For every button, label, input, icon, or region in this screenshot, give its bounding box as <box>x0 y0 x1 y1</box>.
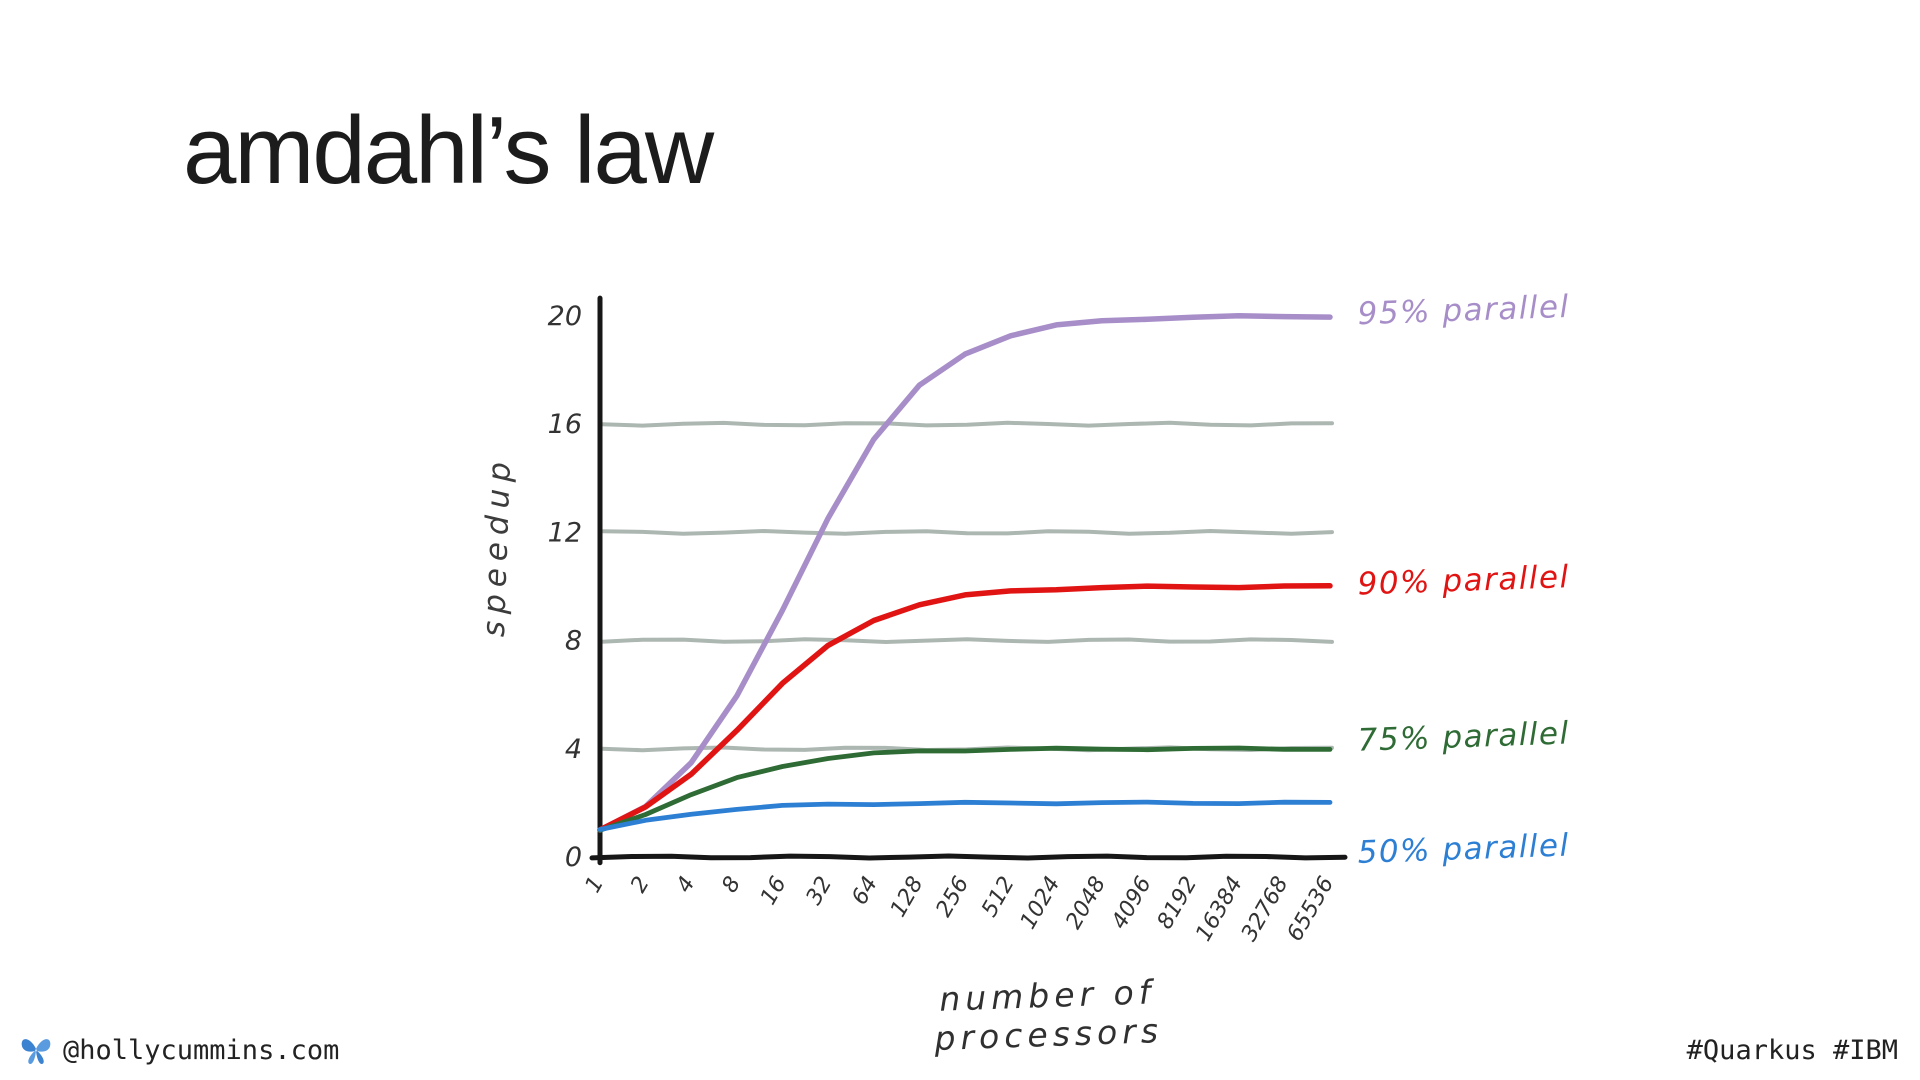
svg-text:256: 256 <box>932 873 975 922</box>
svg-text:20: 20 <box>548 301 582 332</box>
svg-text:4: 4 <box>672 873 701 898</box>
series-line-95-parallel <box>597 312 1333 833</box>
svg-text:8: 8 <box>565 626 582 657</box>
svg-text:0: 0 <box>565 842 582 873</box>
series-line-50-parallel <box>597 799 1333 832</box>
svg-text:16: 16 <box>756 873 792 910</box>
svg-text:1024: 1024 <box>1016 873 1066 934</box>
svg-text:12: 12 <box>548 517 582 548</box>
svg-text:512: 512 <box>977 873 1020 922</box>
y-axis-label: speedup <box>475 454 519 638</box>
footer-hashtags: #Quarkus #IBM <box>1686 1035 1898 1066</box>
footer-left: @hollycummins.com <box>18 1034 339 1066</box>
svg-text:2: 2 <box>626 873 655 898</box>
series-label-50-parallel: 50% parallel <box>1357 828 1570 871</box>
svg-text:16: 16 <box>548 409 582 440</box>
svg-text:4: 4 <box>565 734 582 765</box>
series-label-75-parallel: 75% parallel <box>1357 715 1570 758</box>
svg-text:65536: 65536 <box>1283 873 1340 946</box>
x-axis-line <box>589 853 1348 861</box>
x-tick-labels: 1 2 4 8 16 32 64 128 256 512102420484096819216384… <box>581 873 1340 946</box>
series-lines <box>597 312 1333 833</box>
y-tick-labels: 0 4 8 12 16 20 <box>548 301 582 873</box>
svg-text:8: 8 <box>717 873 746 898</box>
series-line-90-parallel <box>597 583 1333 833</box>
svg-text:2048: 2048 <box>1061 873 1111 934</box>
series-line-75-parallel <box>597 745 1333 833</box>
svg-text:4096: 4096 <box>1107 873 1157 934</box>
series-label-95-parallel: 95% parallel <box>1357 289 1570 332</box>
svg-text:32: 32 <box>802 873 838 910</box>
svg-text:8192: 8192 <box>1153 873 1203 934</box>
series-labels: 95% parallel 90% parallel 75% parallel 50% … <box>1357 289 1570 871</box>
svg-text:64: 64 <box>847 873 883 910</box>
butterfly-icon <box>18 1034 54 1066</box>
footer-handle: @hollycummins.com <box>63 1034 340 1066</box>
series-label-90-parallel: 90% parallel <box>1357 559 1570 602</box>
axes <box>589 295 1348 866</box>
slide-title: amdahl’s law <box>183 97 714 204</box>
x-axis-label: number of processors <box>933 972 1164 1058</box>
svg-text:128: 128 <box>886 873 929 922</box>
svg-text:1: 1 <box>581 873 610 898</box>
